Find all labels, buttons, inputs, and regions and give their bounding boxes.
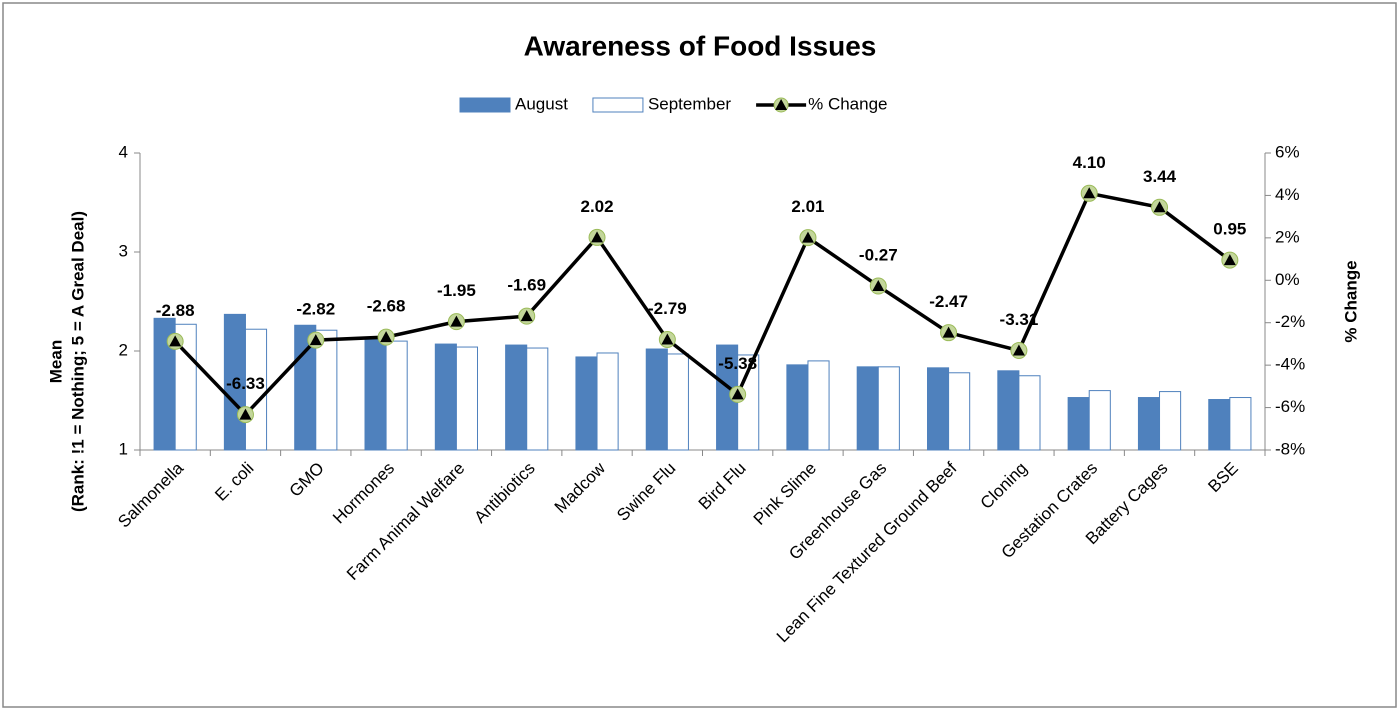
y-axis-title: (Rank: !1 = Nothing; 5 = A Greal Deal) (68, 211, 87, 512)
data-label: -1.69 (507, 276, 546, 295)
bar (1018, 375, 1041, 451)
bar (927, 367, 950, 451)
legend-label: % Change (808, 94, 887, 113)
marker (658, 330, 676, 348)
data-label: -3.31 (1000, 310, 1039, 329)
bar (786, 364, 809, 451)
y2-tick-label: -2% (1275, 312, 1305, 331)
data-label: 2.02 (580, 197, 613, 216)
bar (1067, 397, 1090, 451)
bar (364, 336, 387, 451)
data-label: 2.01 (791, 197, 824, 216)
marker (869, 277, 887, 295)
marker-triangle (450, 315, 463, 327)
y2-tick-label: 2% (1275, 227, 1300, 246)
bar (505, 344, 528, 451)
bar (807, 360, 830, 451)
y-tick-label: 2 (119, 340, 128, 359)
y2-tick-label: -6% (1275, 397, 1305, 416)
marker (1221, 251, 1239, 269)
marker-triangle (942, 326, 955, 338)
bar (856, 366, 879, 451)
data-label: -2.68 (367, 297, 406, 316)
marker-triangle (1083, 187, 1096, 199)
bar (434, 343, 457, 451)
marker-triangle (520, 310, 533, 322)
y2-tick-label: -4% (1275, 355, 1305, 374)
data-label: 0.95 (1213, 220, 1246, 239)
marker-triangle (239, 408, 252, 420)
y2-tick-label: 4% (1275, 185, 1300, 204)
marker-triangle (1223, 254, 1236, 266)
marker-triangle (872, 280, 885, 292)
marker-triangle (1153, 201, 1166, 213)
marker (518, 307, 536, 325)
bar (315, 329, 338, 451)
y-axis-title: Mean (46, 340, 65, 383)
chart-title: Awareness of Food Issues (524, 30, 877, 61)
data-label: -6.33 (226, 374, 265, 393)
bar (575, 356, 598, 451)
data-label: -2.47 (929, 292, 968, 311)
bar (877, 366, 900, 451)
data-label: -2.79 (648, 299, 687, 318)
marker (236, 406, 254, 424)
marker-triangle (731, 388, 744, 400)
bar (666, 353, 689, 451)
y-tick-label: 3 (119, 241, 128, 260)
bar (1159, 391, 1182, 451)
bar (1088, 390, 1111, 451)
marker-triangle (801, 231, 814, 243)
y2-tick-label: 6% (1275, 142, 1300, 161)
line (173, 191, 1231, 418)
y-tick-label: 1 (119, 439, 128, 458)
marker (1151, 198, 1169, 216)
bar (1137, 397, 1161, 451)
y2-axis-title: % Change (1341, 260, 1360, 342)
data-label: -5.38 (718, 354, 757, 373)
marker-triangle (1012, 344, 1025, 356)
data-label: -1.95 (437, 281, 476, 300)
legend-marker-triangle (775, 99, 788, 110)
marker (588, 228, 606, 246)
marker (307, 331, 325, 349)
marker (799, 229, 817, 247)
bar (596, 352, 619, 451)
y2-tick-label: -8% (1275, 439, 1305, 458)
marker (377, 328, 395, 346)
bar (948, 372, 971, 451)
bar (1208, 399, 1231, 451)
bar (385, 340, 408, 451)
legend-label: August (515, 94, 568, 113)
data-label: -0.27 (859, 245, 898, 264)
bar (645, 348, 668, 451)
marker-triangle (309, 334, 322, 346)
y-tick-label: 4 (119, 142, 128, 161)
marker (1080, 184, 1098, 202)
legend-swatch (592, 97, 644, 113)
legend-swatch (459, 97, 511, 113)
bar (455, 346, 478, 451)
bar (997, 370, 1020, 451)
data-label: -2.88 (156, 301, 195, 320)
marker (1010, 342, 1028, 360)
y2-tick-label: 0% (1275, 270, 1300, 289)
data-label: 4.10 (1073, 153, 1106, 172)
data-label: -2.82 (296, 300, 335, 319)
marker (166, 332, 184, 350)
marker (729, 385, 747, 403)
data-label: 3.44 (1143, 167, 1177, 186)
bar (1229, 397, 1252, 451)
marker-triangle (661, 333, 674, 345)
legend-label: September (648, 94, 731, 113)
marker-triangle (380, 331, 393, 343)
marker-triangle (591, 231, 604, 243)
marker (447, 313, 465, 331)
bar (526, 347, 549, 451)
marker-triangle (169, 335, 182, 347)
marker (940, 324, 958, 342)
